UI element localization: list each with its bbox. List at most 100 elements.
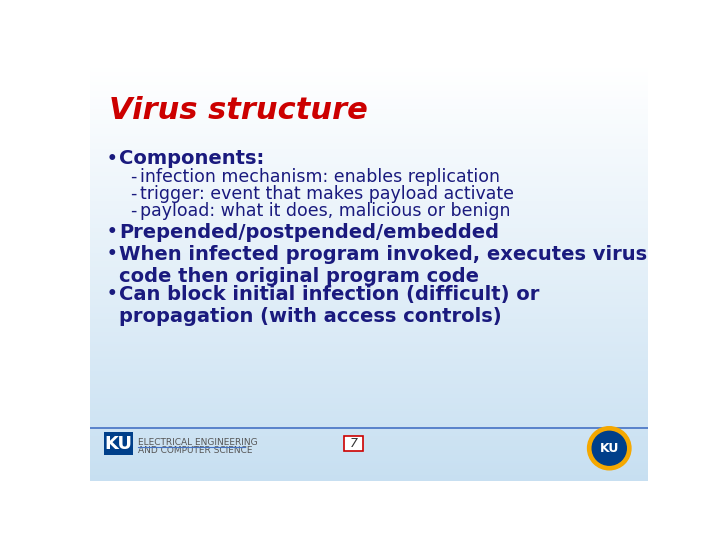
Bar [90,196,648,198]
Bar [90,424,648,427]
Bar [90,414,648,416]
Bar [90,349,648,352]
Bar [90,239,648,241]
Bar [90,111,648,113]
Bar [90,295,648,298]
Bar [90,229,648,231]
Bar [90,478,648,481]
Bar [90,456,648,458]
Bar [90,406,648,408]
Bar [90,383,648,385]
Bar [90,395,648,397]
Text: KU: KU [600,442,619,455]
Bar [90,156,648,158]
Bar [90,190,648,192]
Bar [90,150,648,152]
Bar [90,466,648,468]
Bar [90,198,648,200]
Text: •: • [107,224,117,241]
Bar [90,238,648,239]
Bar [90,316,648,319]
Bar [90,136,648,138]
Bar [90,416,648,418]
Bar [90,422,648,424]
Bar [90,117,648,119]
Bar [90,79,648,82]
Text: -: - [130,168,137,186]
Bar [90,67,648,69]
Bar [90,429,648,431]
Bar [90,437,648,439]
Bar [90,102,648,104]
Bar [90,185,648,187]
Bar [90,204,648,206]
Circle shape [588,427,631,470]
Bar [90,420,648,422]
Bar [90,187,648,190]
Bar [90,458,648,460]
Bar [90,373,648,375]
Bar [90,94,648,96]
Bar [90,148,648,150]
Bar [90,241,648,244]
Bar [90,109,648,111]
Bar [90,354,648,356]
Bar [90,129,648,131]
Bar [90,219,648,221]
Bar [90,285,648,287]
Bar [90,449,648,451]
Bar [90,250,648,252]
Bar [90,100,648,102]
Bar [90,435,648,437]
Bar [90,98,648,100]
Bar [90,273,648,275]
Bar [90,208,648,211]
FancyBboxPatch shape [344,436,363,451]
Bar [90,335,648,337]
Bar [90,302,648,304]
Bar [90,277,648,279]
Bar [90,329,648,331]
Text: KU: KU [104,435,132,453]
Bar [90,325,648,327]
Bar [90,171,648,173]
Bar [90,360,648,362]
Bar [90,210,648,212]
Bar [90,393,648,395]
Bar [90,377,648,379]
Bar [90,287,648,289]
Bar [90,87,648,90]
Bar [90,474,648,476]
Bar [90,146,648,148]
Text: When infected program invoked, executes virus
code then original program code: When infected program invoked, executes … [120,245,647,286]
Bar [90,397,648,400]
Bar [90,214,648,217]
Bar [90,84,648,85]
Bar [90,92,648,94]
Bar [90,431,648,433]
Bar [90,133,648,136]
Text: trigger: event that makes payload activate: trigger: event that makes payload activa… [140,185,514,203]
Bar [90,154,648,156]
Bar [90,225,648,227]
Bar [90,265,648,266]
Bar [90,262,648,265]
Bar [90,348,648,349]
Bar [90,281,648,283]
Bar [90,333,648,335]
Bar [90,266,648,268]
Bar [90,90,648,92]
Text: -: - [130,202,137,220]
Bar [90,321,648,322]
Bar [90,310,648,312]
Bar [90,294,648,295]
Bar [90,206,648,208]
Text: -: - [130,185,137,203]
Text: ELECTRICAL ENGINEERING: ELECTRICAL ENGINEERING [138,438,258,447]
Bar [90,275,648,277]
Bar [90,71,648,73]
Bar [90,447,648,449]
Bar [90,175,648,177]
Bar [90,418,648,420]
Bar [90,181,648,183]
